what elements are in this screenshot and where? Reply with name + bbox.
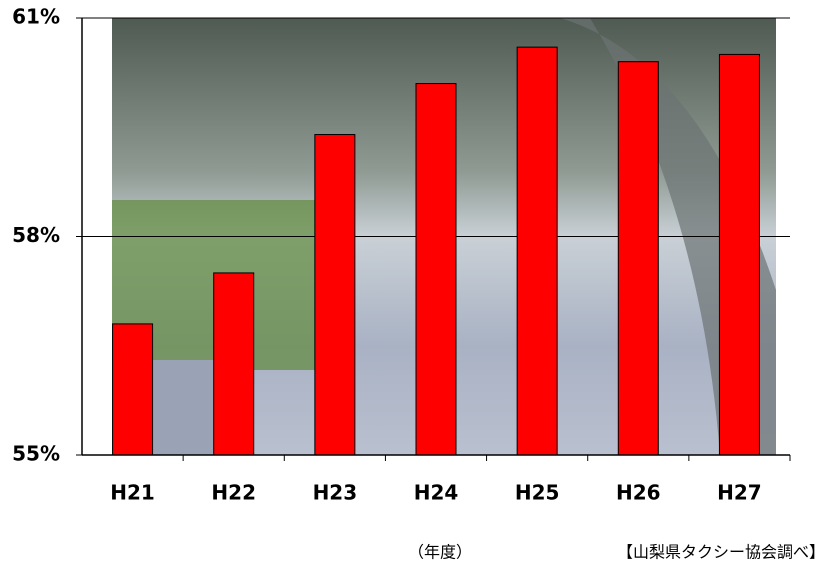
x-tick-label: H21 [110, 481, 155, 505]
y-tick-label: 55% [12, 442, 60, 466]
y-tick-label: 58% [12, 223, 60, 247]
x-tick-label: H26 [616, 481, 661, 505]
bar [416, 84, 456, 455]
bar [315, 135, 355, 455]
source-note: 【山梨県タクシー協会調べ】 [617, 543, 825, 562]
chart: （年度） 【山梨県タクシー協会調べ】 55% 58% 61% H21 H22 H23 H24… [0, 0, 829, 564]
bar [618, 62, 658, 455]
bar [214, 273, 254, 455]
bar [517, 47, 557, 455]
bar [719, 54, 759, 455]
x-tick-label: H22 [211, 481, 256, 505]
x-tick-label: H23 [313, 481, 358, 505]
bar [113, 324, 153, 455]
x-axis-label: （年度） [408, 543, 472, 562]
x-tick-label: H27 [717, 481, 762, 505]
y-tick-label: 61% [12, 5, 60, 29]
x-tick-label: H25 [515, 481, 560, 505]
x-tick-label: H24 [414, 481, 459, 505]
